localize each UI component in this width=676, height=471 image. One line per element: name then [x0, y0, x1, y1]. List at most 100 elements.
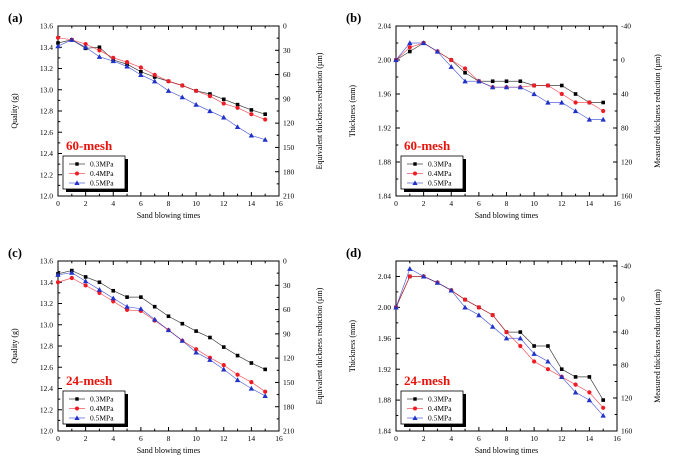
data-point: [545, 367, 551, 372]
data-point: [518, 79, 523, 84]
series-markers-0-3MPa: [56, 268, 267, 372]
data-point: [56, 41, 60, 45]
data-point: [221, 363, 226, 368]
data-point: [180, 321, 185, 326]
y-axis-right: 0 30 60 90 120 150 180 210: [275, 257, 295, 436]
x-axis-title: Sand blowing times: [137, 211, 201, 220]
legend-marker: [413, 171, 417, 176]
y2-tick-label: -40: [621, 262, 631, 271]
y-tick-label: 13.6: [40, 22, 53, 31]
y-tick-label: 12.8: [40, 107, 53, 116]
y2-tick-label: 120: [283, 354, 295, 363]
legend-label: 0.5MPa: [428, 179, 452, 188]
data-point: [82, 278, 89, 284]
data-point: [248, 132, 255, 138]
data-point: [124, 303, 130, 309]
panel-label-d: (d): [346, 246, 361, 260]
series-markers-0-5MPa: [55, 269, 268, 399]
data-point: [111, 288, 116, 293]
data-point: [600, 412, 606, 418]
legend-marker: [412, 415, 418, 421]
y2-tick-label: 160: [621, 427, 633, 436]
chart-panel-b: (b) 0 2 4 6 8 10 12 14 16 1.84 1.88 1.92 1.96 2.00 2.04…: [338, 0, 676, 236]
y2-axis-title: Equivalent thickness reduction (µm): [315, 52, 324, 169]
data-point: [194, 329, 198, 333]
y2-axis-title: Measured thickness reduction (µm): [653, 54, 662, 168]
y2-tick-label: 120: [283, 119, 295, 128]
x-axis-title: Sand blowing times: [137, 446, 201, 455]
x-tick-label: 12: [558, 434, 566, 443]
data-point: [125, 295, 129, 299]
data-point: [248, 385, 255, 391]
x-tick-label: 10: [192, 434, 200, 443]
data-point: [221, 97, 226, 102]
y2-tick-label: 0: [621, 295, 625, 304]
data-point: [151, 78, 158, 84]
series-line: [395, 42, 604, 112]
x-tick-label: 16: [275, 434, 283, 443]
x-axis-title: Sand blowing times: [475, 446, 539, 455]
x-axis: 0 2 4 6 8 10 12 14 16: [394, 261, 621, 443]
data-point: [249, 108, 254, 112]
data-point: [193, 101, 199, 107]
legend-marker: [413, 162, 417, 166]
data-point: [262, 393, 268, 399]
legend-box: [400, 390, 464, 425]
x-tick-label: 2: [84, 199, 88, 208]
x-axis: 0 2 4 6 8 10 12 14 16: [56, 26, 283, 208]
y2-tick-label: 210: [283, 427, 295, 436]
x-tick-label: 10: [192, 199, 200, 208]
x-tick-label: 6: [139, 199, 143, 208]
y-tick-label: 12.6: [40, 363, 53, 372]
x-tick-label: 12: [220, 434, 228, 443]
data-point: [263, 112, 267, 116]
y-axis-right: 0 30 60 90 120 150 180 210: [275, 22, 295, 201]
data-point: [573, 100, 578, 105]
y2-tick-label: 0: [283, 257, 287, 266]
data-point: [249, 112, 254, 117]
y-axis-right: -40 0 40 80 120 160: [613, 22, 633, 201]
data-point: [559, 91, 564, 97]
data-point: [82, 44, 89, 50]
data-point: [559, 99, 565, 105]
y-tick-label: 1.92: [378, 124, 391, 133]
data-point: [559, 367, 564, 371]
data-point: [601, 100, 605, 105]
y-tick-label: 2.04: [378, 22, 391, 31]
data-point: [462, 66, 468, 71]
data-point: [532, 344, 536, 348]
y-axis-title: Thickness (mm): [348, 85, 357, 138]
data-point: [111, 299, 116, 304]
x-axis: 0 2 4 6 8 10 12 14 16: [56, 261, 283, 443]
y-tick-label: 13.0: [40, 320, 53, 329]
y-tick-label: 13.4: [40, 278, 53, 287]
data-point: [601, 108, 606, 114]
legend-label: 0.4MPa: [90, 404, 114, 413]
series-line: [57, 277, 266, 392]
series-line: [395, 42, 604, 103]
y-tick-label: 1.84: [378, 427, 391, 436]
data-point: [110, 295, 116, 301]
data-point: [69, 37, 75, 42]
data-point: [166, 79, 171, 84]
data-point: [208, 335, 212, 340]
mesh-annotation: 60-mesh: [66, 138, 113, 153]
y-tick-label: 1.92: [378, 365, 391, 374]
data-point: [249, 361, 254, 365]
data-point: [235, 102, 240, 107]
legend-box: [62, 390, 126, 425]
y-tick-label: 1.84: [378, 192, 391, 201]
data-point: [601, 398, 605, 402]
y-tick-label: 12.6: [40, 128, 53, 137]
data-point: [263, 367, 267, 372]
data-point: [393, 304, 399, 310]
legend-label: 0.3MPa: [428, 160, 452, 169]
x-tick-label: 10: [530, 199, 538, 208]
data-point: [546, 344, 550, 348]
data-point: [152, 75, 157, 79]
y2-tick-label: 180: [283, 167, 295, 176]
data-point: [97, 48, 102, 53]
x-tick-label: 6: [139, 434, 143, 443]
data-point: [263, 389, 268, 394]
series-0-5MPa: [57, 39, 266, 141]
